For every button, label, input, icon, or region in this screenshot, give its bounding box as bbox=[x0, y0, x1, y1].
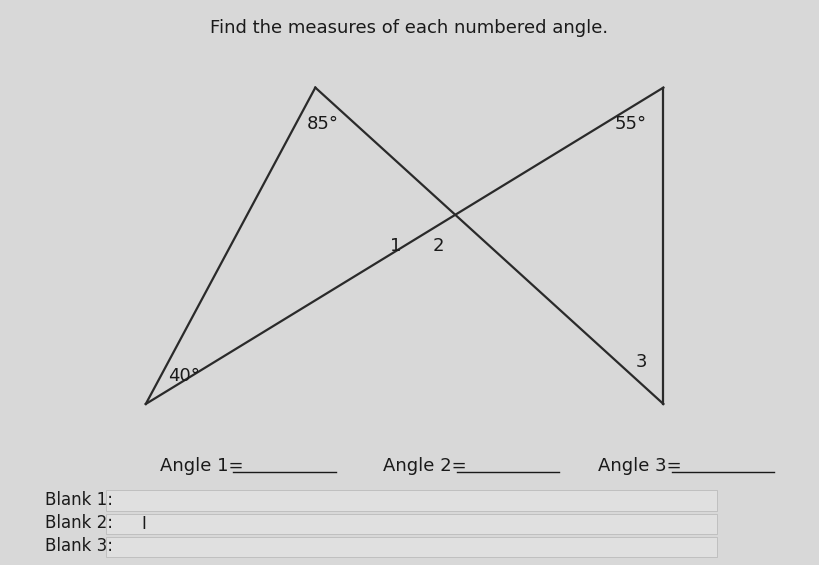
FancyBboxPatch shape bbox=[106, 537, 717, 557]
Text: Find the measures of each numbered angle.: Find the measures of each numbered angle… bbox=[210, 19, 609, 37]
FancyBboxPatch shape bbox=[106, 514, 717, 534]
Text: Blank 3:: Blank 3: bbox=[45, 537, 113, 555]
Text: 1: 1 bbox=[390, 237, 401, 255]
FancyBboxPatch shape bbox=[106, 490, 717, 511]
Text: 3: 3 bbox=[636, 353, 647, 371]
Text: Angle 2=: Angle 2= bbox=[383, 457, 467, 475]
Text: 55°: 55° bbox=[615, 115, 647, 133]
Text: I: I bbox=[141, 515, 146, 533]
Text: Angle 1=: Angle 1= bbox=[160, 457, 243, 475]
Text: 85°: 85° bbox=[307, 115, 339, 133]
Text: Blank 1:: Blank 1: bbox=[45, 491, 113, 509]
Text: Angle 3=: Angle 3= bbox=[598, 457, 681, 475]
Text: 40°: 40° bbox=[168, 367, 200, 385]
Text: Blank 2:: Blank 2: bbox=[45, 514, 113, 532]
Text: 2: 2 bbox=[432, 237, 444, 255]
